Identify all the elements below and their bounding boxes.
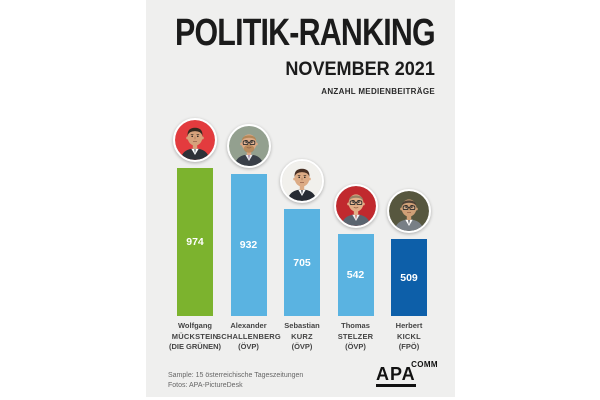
bar: 542 xyxy=(337,234,374,316)
category-line-party: (DIE GRÜNEN) xyxy=(168,342,222,351)
bar-value-label: 705 xyxy=(293,256,311,269)
stelzer-photo xyxy=(333,184,378,228)
category-line-party: (ÖVP) xyxy=(238,342,259,351)
category-line-first: Herbert xyxy=(395,321,423,330)
bar-value-label: 542 xyxy=(346,269,365,281)
category-line-party: (ÖVP) xyxy=(345,342,366,351)
category-line-party: (FPÖ) xyxy=(398,342,420,351)
logo-apa-text: APA xyxy=(376,365,416,387)
source-line-1: Sample: 15 österreichische Tageszeitunge… xyxy=(168,372,304,379)
bar-value-label: 974 xyxy=(186,236,204,248)
source-line-2: Fotos: APA-PictureDesk xyxy=(168,382,243,389)
bar-category-label: Herbert KICKL (FPÖ) xyxy=(361,321,457,353)
category-line-last: STELZER xyxy=(337,331,374,341)
y-axis-caption: ANZAHL MEDIENBEITRÄGE xyxy=(321,87,435,96)
bar: 932 xyxy=(230,174,267,316)
apa-comm-logo: COMM APA xyxy=(374,360,440,394)
page-title: POLITIK-RANKING xyxy=(175,12,436,54)
bar: 705 xyxy=(284,209,320,316)
bar-category-label: Sebastian KURZ (ÖVP) xyxy=(254,321,350,353)
bar: 974 xyxy=(177,168,213,316)
bar-chart: 974 Wolfgang MÜCKSTEIN (DIE GRÜNEN) 932 Alexa… xyxy=(146,0,455,397)
bar: 509 xyxy=(391,239,427,316)
page-subtitle: NOVEMBER 2021 xyxy=(285,59,435,80)
category-line-last: KICKL xyxy=(397,331,421,341)
kurz-photo xyxy=(280,159,324,203)
bar-category-label: Wolfgang MÜCKSTEIN (DIE GRÜNEN) xyxy=(147,321,243,353)
kickl-photo xyxy=(387,189,431,233)
category-line-first: Wolfgang xyxy=(177,321,213,330)
category-line-first: Thomas xyxy=(341,321,370,330)
category-line-last: MÜCKSTEIN xyxy=(171,331,219,341)
bar-category-label: Alexander SCHALLENBERG (ÖVP) xyxy=(201,321,297,353)
category-line-first: Sebastian xyxy=(284,321,320,330)
category-line-last: KURZ xyxy=(291,331,313,341)
schallenberg-photo xyxy=(226,124,271,168)
category-line-last: SCHALLENBERG xyxy=(216,331,281,341)
bar-value-label: 509 xyxy=(400,271,418,284)
logo-comm-text: COMM xyxy=(411,360,438,369)
category-line-party: (ÖVP) xyxy=(291,342,313,351)
category-line-first: Alexander xyxy=(230,321,267,330)
mueckstein-photo xyxy=(173,118,217,162)
source-note: Sample: 15 österreichische Tageszeitunge… xyxy=(168,371,303,391)
infographic-poster: POLITIK-RANKING NOVEMBER 2021 ANZAHL MED… xyxy=(146,0,455,397)
bar-value-label: 932 xyxy=(239,239,258,251)
bar-category-label: Thomas STELZER (ÖVP) xyxy=(308,321,404,353)
header: POLITIK-RANKING NOVEMBER 2021 ANZAHL MED… xyxy=(110,12,436,96)
